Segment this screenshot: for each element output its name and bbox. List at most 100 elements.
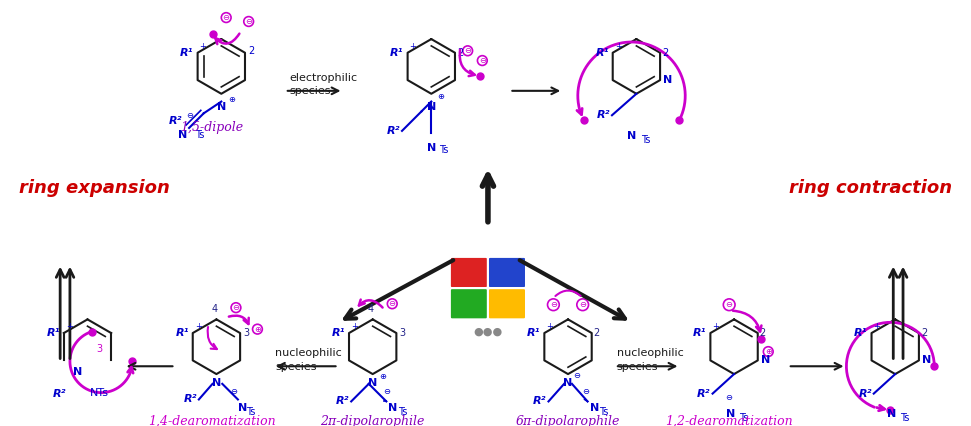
Text: ⊖: ⊖ xyxy=(388,299,396,308)
Text: 3: 3 xyxy=(96,344,102,354)
Text: ⊖: ⊖ xyxy=(245,17,252,26)
Text: 3: 3 xyxy=(243,328,250,338)
Text: ⊕: ⊕ xyxy=(380,371,386,380)
Text: Ts: Ts xyxy=(739,413,749,423)
Text: +: + xyxy=(195,322,202,331)
Text: nucleophilic: nucleophilic xyxy=(617,348,684,359)
Text: N: N xyxy=(426,101,436,112)
Text: N: N xyxy=(887,409,896,419)
Text: N: N xyxy=(563,378,573,388)
Text: species: species xyxy=(275,362,317,372)
Text: NTs: NTs xyxy=(89,388,109,398)
Text: R¹: R¹ xyxy=(595,48,609,58)
Text: Ts: Ts xyxy=(439,144,449,155)
Text: species: species xyxy=(289,86,331,96)
Text: ●●●: ●●● xyxy=(473,327,503,337)
FancyBboxPatch shape xyxy=(488,257,526,288)
Text: 1,4-dearomatization: 1,4-dearomatization xyxy=(148,415,276,426)
Text: +: + xyxy=(874,322,881,331)
Text: ⊖: ⊖ xyxy=(725,393,733,403)
Text: N: N xyxy=(178,130,187,140)
Text: R²: R² xyxy=(386,126,400,136)
Text: N: N xyxy=(426,143,436,153)
Text: 1,5-dipole: 1,5-dipole xyxy=(180,121,243,134)
Text: ⊖: ⊖ xyxy=(230,386,238,396)
Text: ⊖: ⊖ xyxy=(383,386,390,396)
FancyBboxPatch shape xyxy=(450,288,488,320)
Text: ⊖: ⊖ xyxy=(573,371,580,380)
Text: N: N xyxy=(760,355,770,366)
Text: N: N xyxy=(725,409,735,419)
Text: ⊖: ⊖ xyxy=(725,300,733,309)
Text: 4: 4 xyxy=(368,303,374,314)
Text: Ts: Ts xyxy=(398,407,408,417)
Text: 2π-dipolarophile: 2π-dipolarophile xyxy=(320,415,425,426)
Text: 2: 2 xyxy=(457,48,463,58)
Text: R¹: R¹ xyxy=(854,328,868,338)
Text: ⊕: ⊕ xyxy=(765,347,772,356)
Text: electrophilic: electrophilic xyxy=(289,73,357,83)
FancyBboxPatch shape xyxy=(450,257,488,288)
Text: R¹: R¹ xyxy=(181,48,194,58)
Text: 2: 2 xyxy=(662,48,668,58)
Text: 2: 2 xyxy=(593,328,600,338)
Text: +: + xyxy=(713,322,720,331)
Text: R²: R² xyxy=(858,389,872,399)
Text: R¹: R¹ xyxy=(693,328,707,338)
Text: N: N xyxy=(589,403,599,413)
Text: +: + xyxy=(547,322,553,331)
Text: ⊖: ⊖ xyxy=(550,300,557,309)
Text: 2: 2 xyxy=(759,328,766,338)
Text: N: N xyxy=(212,378,221,388)
FancyBboxPatch shape xyxy=(488,288,526,320)
Text: R²: R² xyxy=(697,389,711,399)
Text: ⊕: ⊕ xyxy=(437,92,444,101)
Text: +: + xyxy=(66,322,73,331)
Text: N: N xyxy=(238,403,248,413)
Text: ⊖: ⊖ xyxy=(479,56,486,65)
Text: species: species xyxy=(617,362,658,372)
Text: R²: R² xyxy=(52,389,66,399)
Text: 3: 3 xyxy=(399,328,406,338)
Text: ⊖: ⊖ xyxy=(582,386,589,396)
Text: ⊖: ⊖ xyxy=(232,303,240,312)
Text: +: + xyxy=(351,322,358,331)
Text: Ts: Ts xyxy=(599,407,609,417)
Text: N: N xyxy=(368,378,378,388)
Text: R²: R² xyxy=(533,397,547,406)
Text: R¹: R¹ xyxy=(527,328,541,338)
Text: ⊕: ⊕ xyxy=(228,95,235,104)
Text: +: + xyxy=(615,42,621,51)
Text: ring contraction: ring contraction xyxy=(788,178,952,196)
Text: ring expansion: ring expansion xyxy=(19,178,170,196)
Text: R²: R² xyxy=(596,110,610,120)
Text: 2: 2 xyxy=(921,328,927,338)
Text: Ts: Ts xyxy=(900,413,910,423)
Text: N: N xyxy=(921,355,931,366)
Text: 4: 4 xyxy=(212,303,218,314)
Text: 1,2-dearomatization: 1,2-dearomatization xyxy=(665,415,793,426)
Text: 6π-dipolarophile: 6π-dipolarophile xyxy=(516,415,620,426)
Text: R²: R² xyxy=(336,397,350,406)
Text: ⊕: ⊕ xyxy=(254,325,261,334)
Text: N: N xyxy=(388,403,397,413)
Text: N: N xyxy=(217,101,226,112)
Text: R¹: R¹ xyxy=(390,48,404,58)
Text: ⊖: ⊖ xyxy=(222,13,230,22)
Text: Ts: Ts xyxy=(246,407,255,417)
Text: +: + xyxy=(410,42,417,51)
Text: R²: R² xyxy=(169,116,183,126)
Text: N: N xyxy=(627,131,636,141)
Text: R¹: R¹ xyxy=(47,328,60,338)
Text: Ts: Ts xyxy=(641,135,651,145)
Text: ⊖: ⊖ xyxy=(579,300,586,309)
Text: N: N xyxy=(74,367,83,377)
Text: R¹: R¹ xyxy=(332,328,345,338)
Text: ⊖: ⊖ xyxy=(464,46,471,55)
Text: nucleophilic: nucleophilic xyxy=(275,348,342,359)
Text: Ts: Ts xyxy=(195,130,204,140)
Text: R²: R² xyxy=(184,394,197,404)
Text: R¹: R¹ xyxy=(176,328,188,338)
Text: N: N xyxy=(663,75,672,85)
Text: ⊖: ⊖ xyxy=(186,111,193,120)
